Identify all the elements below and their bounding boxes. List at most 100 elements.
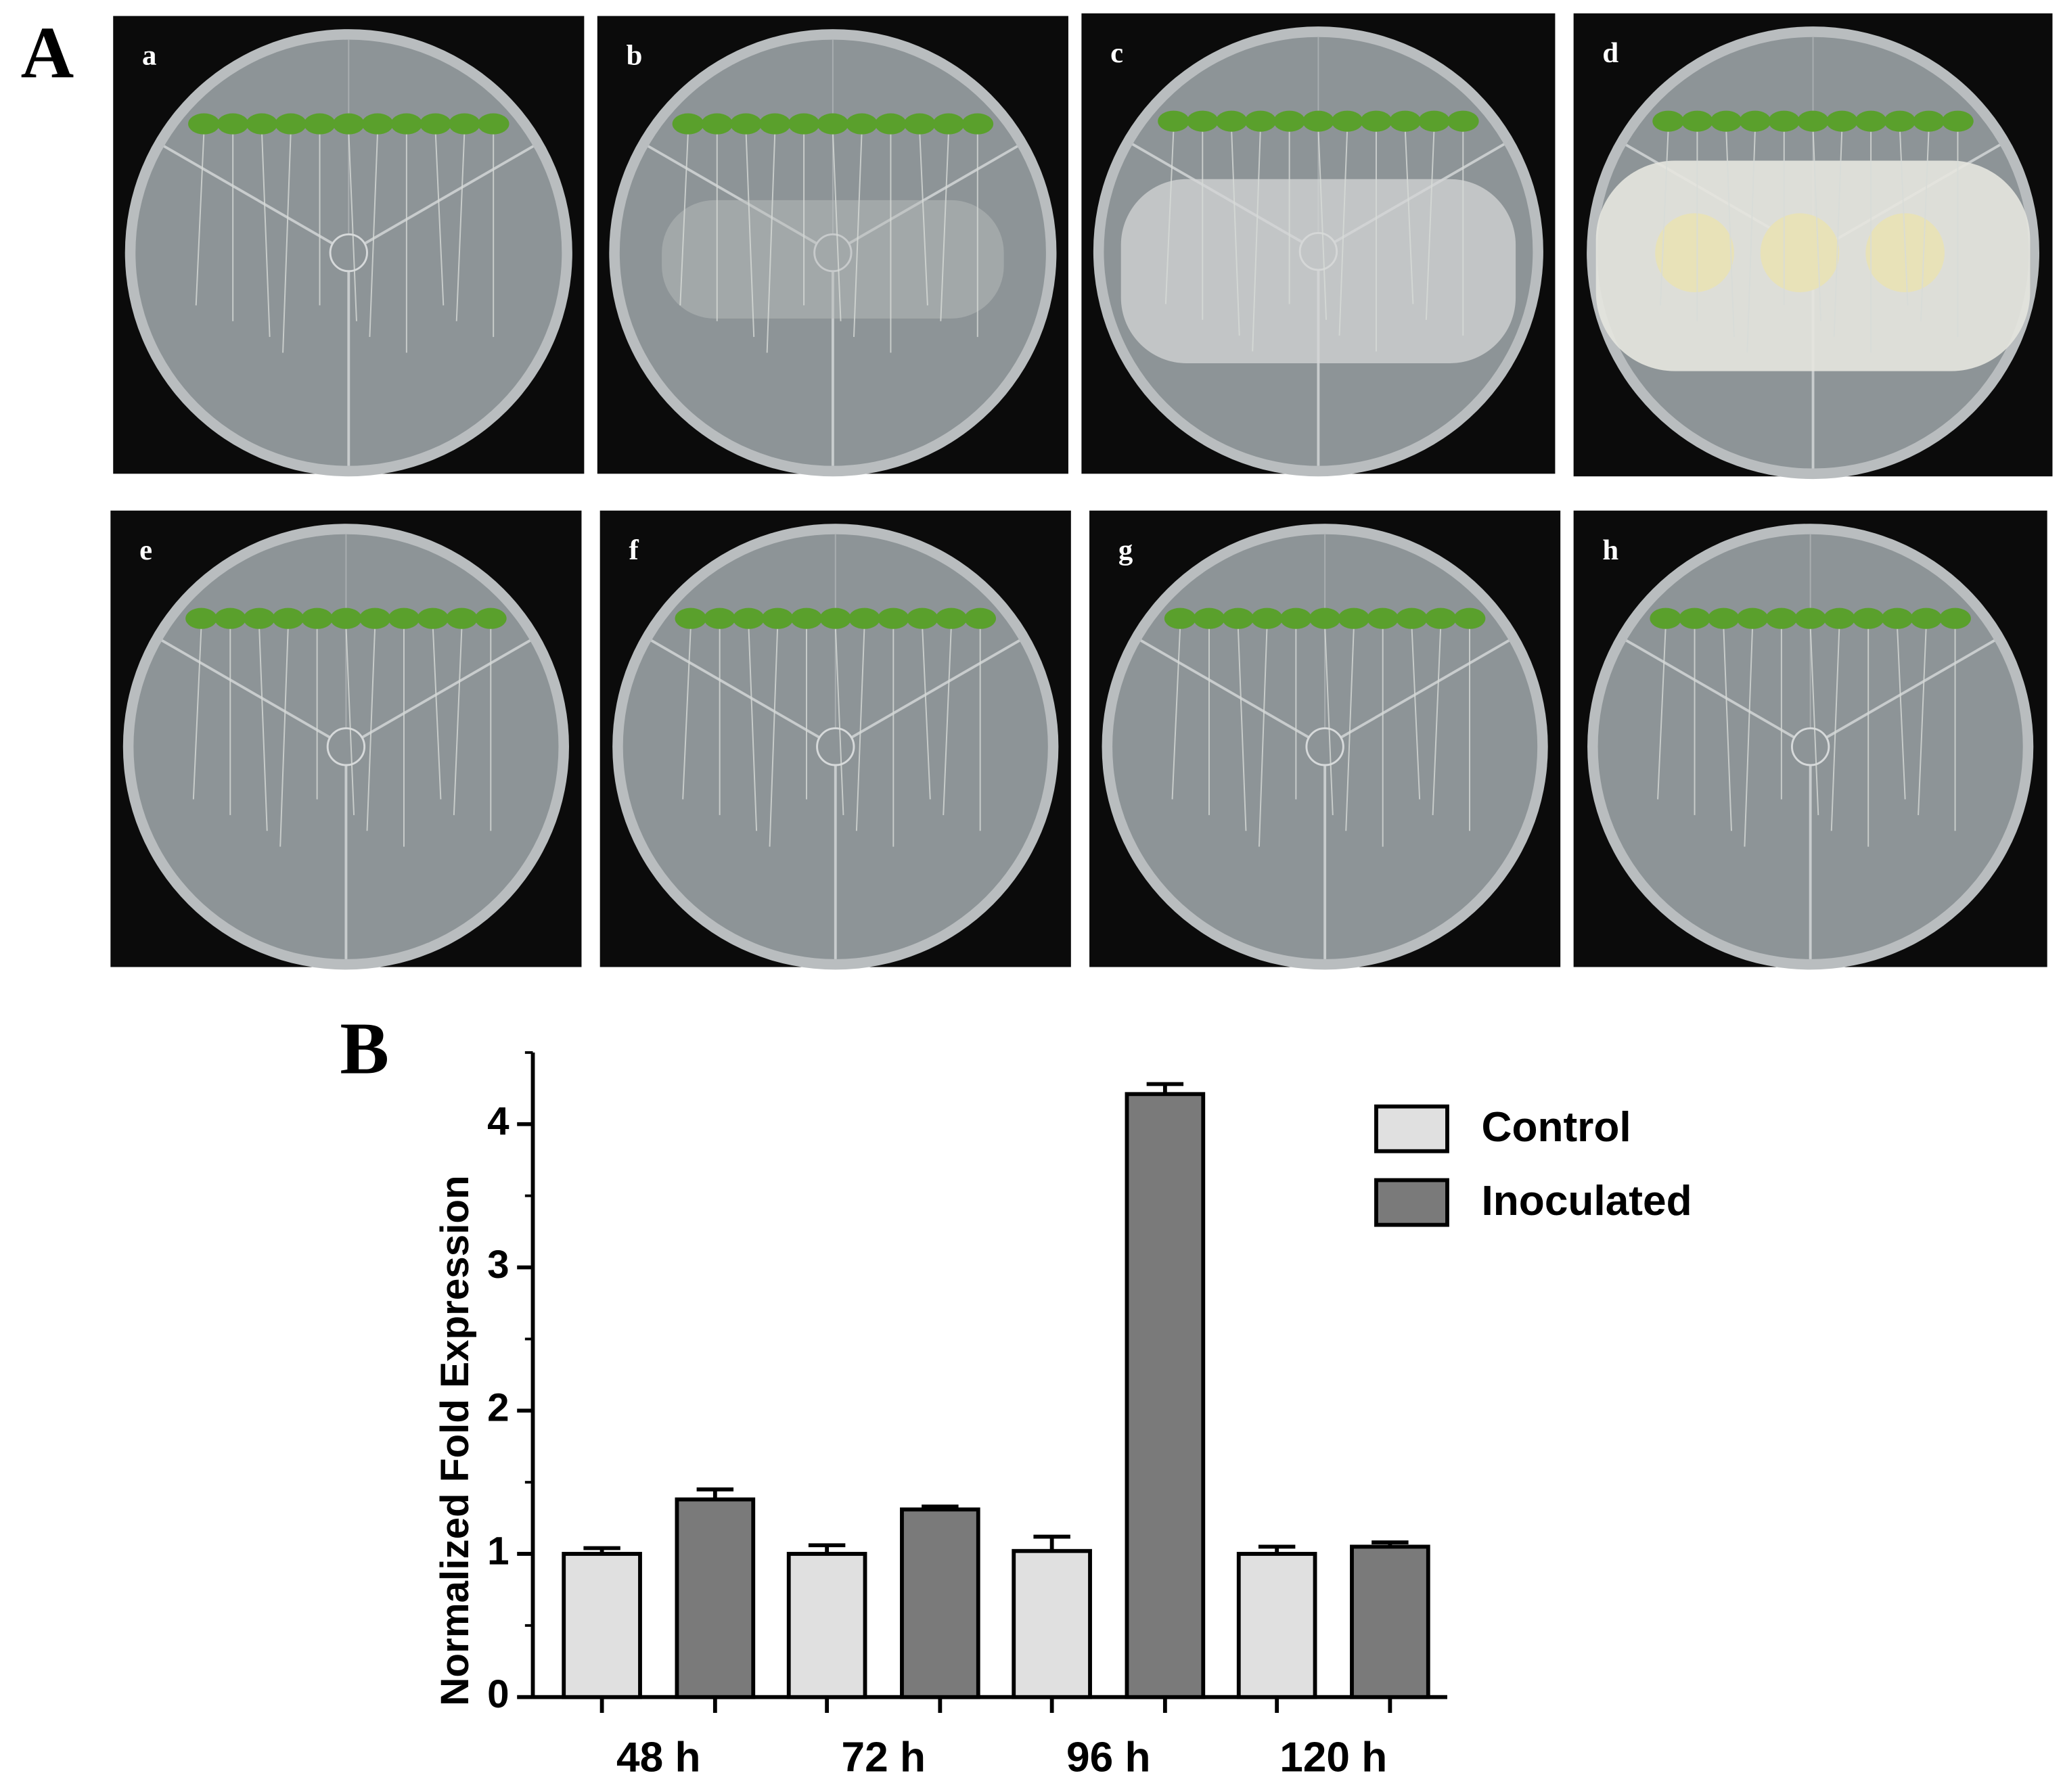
- seedling: [1710, 110, 1742, 132]
- plate-center: [329, 233, 368, 273]
- root: [455, 131, 466, 321]
- bar: [1236, 1552, 1317, 1699]
- root: [1425, 129, 1435, 320]
- seedling: [675, 607, 707, 629]
- seedling: [790, 607, 823, 629]
- seedling: [275, 113, 307, 135]
- y-tick-label: 3: [487, 1243, 509, 1287]
- photo-label: h: [1602, 534, 1618, 566]
- seedling: [761, 607, 794, 629]
- y-tick-label: 4: [487, 1099, 509, 1143]
- root: [1411, 626, 1421, 800]
- seedling: [449, 113, 480, 135]
- root: [1812, 129, 1822, 321]
- photo-label: d: [1602, 37, 1618, 69]
- root: [279, 626, 289, 847]
- seedling: [477, 113, 509, 135]
- seedling: [1707, 607, 1740, 629]
- bar: [1350, 1544, 1430, 1699]
- photo: b: [597, 16, 1068, 477]
- seedling: [1681, 110, 1713, 132]
- seedling: [758, 113, 791, 135]
- seedling: [1794, 607, 1826, 629]
- photo-label: a: [142, 40, 156, 72]
- root: [766, 131, 776, 353]
- seedling: [1826, 110, 1858, 132]
- photo-label: g: [1118, 534, 1133, 566]
- root: [192, 626, 202, 800]
- photo-label: b: [627, 40, 643, 72]
- seedling: [359, 607, 391, 629]
- plate-center: [816, 727, 855, 766]
- y-tick-label: 1: [487, 1529, 509, 1573]
- y-axis-title: Normalized Fold Expression: [433, 1175, 477, 1705]
- root: [1899, 129, 1909, 306]
- seedling: [1367, 607, 1399, 629]
- seedling: [875, 113, 907, 135]
- root: [1237, 626, 1247, 831]
- photo-label: c: [1110, 37, 1123, 69]
- legend-label: Inoculated: [1482, 1178, 1692, 1224]
- seedling: [1186, 110, 1219, 132]
- root: [1252, 129, 1261, 352]
- bar: [1125, 1092, 1206, 1699]
- seedling: [361, 113, 394, 135]
- seedling: [1942, 110, 1974, 132]
- photo-grid: a b c d e f g h: [110, 13, 2053, 970]
- root: [345, 626, 355, 815]
- seedling: [474, 607, 507, 629]
- seedling: [272, 607, 304, 629]
- plate-center: [1790, 727, 1830, 766]
- seedling: [704, 607, 735, 629]
- seedling: [1193, 607, 1225, 629]
- root: [769, 626, 779, 847]
- plate: [1112, 534, 1538, 959]
- root: [922, 626, 931, 800]
- root: [1171, 626, 1181, 800]
- seedling: [1855, 110, 1887, 132]
- root: [195, 131, 205, 306]
- root: [434, 131, 445, 306]
- seedling: [846, 113, 878, 135]
- plate-center: [326, 727, 366, 766]
- root: [1317, 129, 1328, 320]
- photo: g: [1089, 510, 1561, 970]
- seedling: [214, 607, 246, 629]
- seedling: [1910, 607, 1943, 629]
- root: [745, 131, 755, 338]
- legend-swatch: [1374, 1104, 1449, 1153]
- root: [1897, 626, 1906, 800]
- root: [1725, 129, 1735, 338]
- photo-label: f: [629, 534, 639, 566]
- seedling: [304, 113, 336, 135]
- seedling: [188, 113, 220, 135]
- seedling: [1852, 607, 1884, 629]
- seedling: [1797, 110, 1829, 132]
- seedling: [1158, 110, 1189, 132]
- seedling: [730, 113, 762, 135]
- root: [1324, 626, 1334, 815]
- root: [1231, 129, 1240, 336]
- plate-divider: [1340, 639, 1510, 739]
- x-tick-label: 96 h: [1066, 1734, 1151, 1780]
- seedling: [935, 607, 968, 629]
- seedling: [217, 113, 249, 135]
- seedling: [672, 113, 704, 135]
- seedling: [1164, 607, 1196, 629]
- root: [366, 626, 376, 831]
- colony: [1655, 213, 1734, 292]
- seedling: [1215, 110, 1248, 132]
- root: [348, 131, 357, 321]
- seedling: [301, 607, 333, 629]
- seedling: [417, 607, 449, 629]
- seedling: [964, 607, 996, 629]
- panel-label: A: [21, 12, 74, 94]
- seedling: [1418, 110, 1450, 132]
- seedling: [1273, 110, 1305, 132]
- seedling: [701, 113, 733, 135]
- seedling: [246, 113, 278, 135]
- seedling: [1453, 607, 1486, 629]
- seedling: [1679, 607, 1710, 629]
